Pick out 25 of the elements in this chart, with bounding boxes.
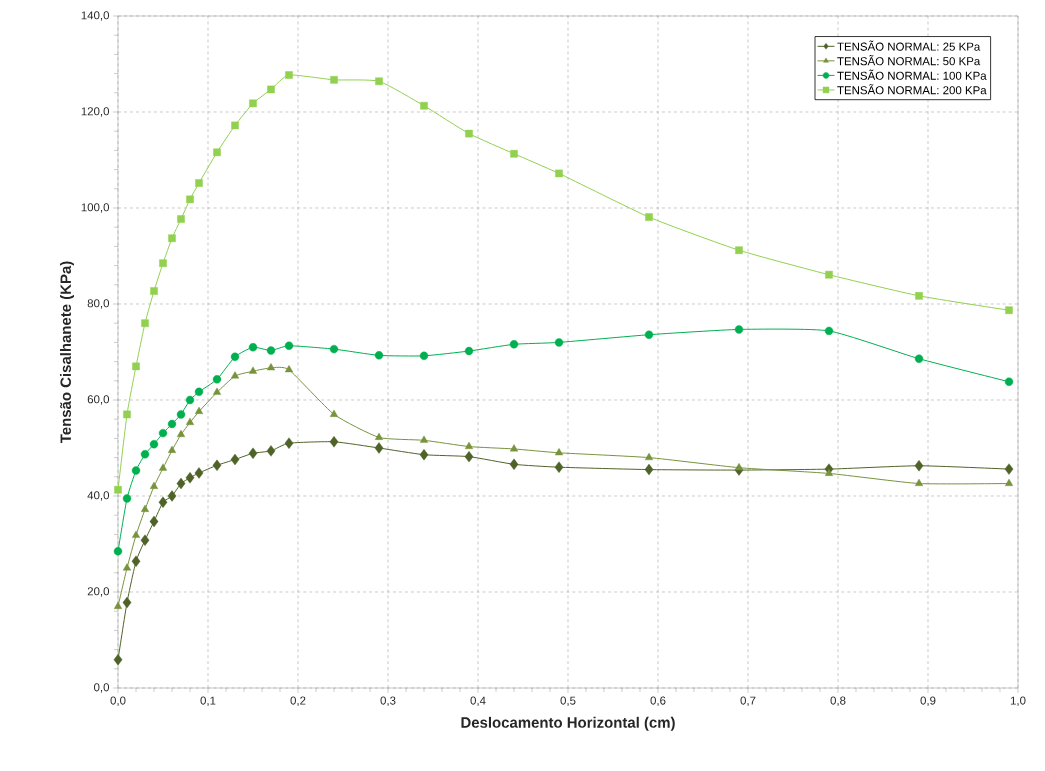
x-tick-label: 0,6 <box>650 696 666 706</box>
legend-label: TENSÃO NORMAL: 25 KPa <box>837 40 981 51</box>
y-tick-label: 40,0 <box>87 491 110 501</box>
y-tick-label: 100,0 <box>81 203 110 213</box>
x-tick-label: 0,4 <box>470 696 486 706</box>
x-tick-label: 0,8 <box>830 696 846 706</box>
y-tick-label: 20,0 <box>87 587 110 597</box>
x-tick-label: 0,5 <box>560 696 576 706</box>
y-tick-label: 80,0 <box>87 299 110 309</box>
y-axis-title: Tensão Cisalhanete (KPa) <box>60 261 74 444</box>
legend-label: TENSÃO NORMAL: 50 KPa <box>837 55 981 66</box>
legend-label: TENSÃO NORMAL: 100 KPa <box>837 69 987 80</box>
y-tick-label: 140,0 <box>81 11 110 21</box>
x-axis-title: Deslocamento Horizontal (cm) <box>461 716 675 731</box>
x-tick-label: 0,9 <box>920 696 936 706</box>
x-tick-label: 0,0 <box>110 696 126 706</box>
x-tick-label: 0,2 <box>290 696 306 706</box>
x-tick-label: 1,0 <box>1010 696 1026 706</box>
y-tick-label: 120,0 <box>81 107 110 117</box>
x-tick-label: 0,7 <box>740 696 756 706</box>
x-tick-label: 0,3 <box>380 696 396 706</box>
y-tick-label: 60,0 <box>87 395 110 405</box>
legend-label: TENSÃO NORMAL: 200 KPa <box>837 84 987 95</box>
y-tick-label: 0,0 <box>94 683 110 693</box>
x-tick-label: 0,1 <box>200 696 216 706</box>
